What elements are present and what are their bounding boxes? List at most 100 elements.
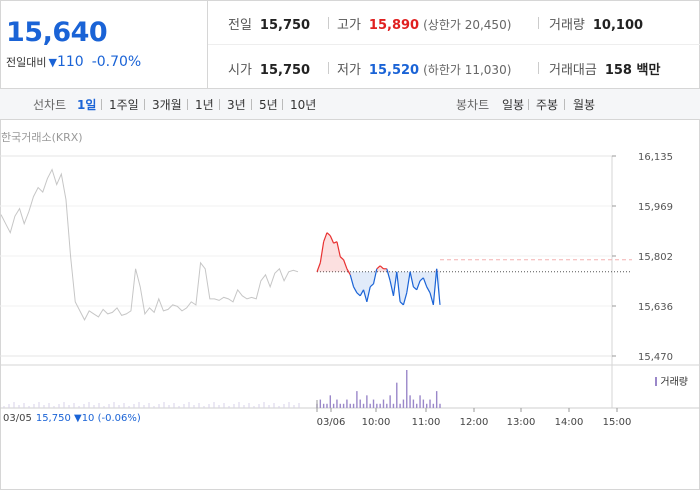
volume-legend-marker	[655, 377, 658, 386]
previous-day-series	[0, 168, 299, 322]
high-value: 15,890	[368, 18, 420, 33]
tab-1-week[interactable]: 1주일	[109, 98, 139, 112]
high-price: 고가 15,890 (상한가 20,450)	[337, 14, 511, 33]
y-tick-label: 15,802	[638, 252, 673, 263]
x-tick-label: 15:00	[603, 417, 632, 428]
open-label: 시가	[228, 63, 252, 78]
tab-5-years[interactable]: 5년	[259, 98, 278, 112]
y-tick-label: 15,969	[638, 202, 673, 213]
divider	[538, 62, 539, 74]
today-price-segment	[399, 301, 404, 306]
change-percent: -0.70%	[91, 54, 142, 70]
trade-volume: 거래량 10,100	[549, 14, 643, 33]
today-price-segment	[416, 280, 421, 291]
volume-label: 거래량	[549, 18, 585, 33]
today-price-segment	[323, 232, 328, 242]
today-price-segment	[406, 271, 411, 293]
x-tick-label: 10:00	[362, 417, 391, 428]
today-price-segment	[326, 232, 331, 237]
candle-chart-label: 봉차트	[456, 98, 490, 112]
today-price-segment	[362, 289, 368, 303]
x-tick-label: 13:00	[507, 417, 536, 428]
amount-value: 158 백만	[604, 63, 661, 78]
divider	[282, 99, 283, 110]
data-source: 한국거래소(KRX)	[1, 131, 83, 144]
chart-period-tabs: 선차트 1일 1주일 3개월 1년 3년 5년 10년 봉차트 일봉 주봉 월봉	[0, 89, 700, 120]
low-price: 저가 15,520 (하한가 11,030)	[337, 59, 511, 78]
tab-1-year[interactable]: 1년	[195, 98, 214, 112]
today-price-segment	[329, 235, 335, 244]
trade-amount: 거래대금 158 백만	[549, 59, 660, 78]
today-price-segment	[376, 265, 381, 270]
prev-close-value: 15,750	[259, 18, 311, 33]
today-price-segment	[372, 268, 378, 284]
down-area	[317, 271, 440, 305]
volume-bars	[3, 370, 441, 408]
current-price-panel: 15,640 전일대비 ▼110 -0.70%	[0, 0, 208, 88]
prev-day-info: 03/05 15,750 ▼10 (-0.06%)	[3, 413, 141, 424]
divider	[101, 99, 102, 110]
divider	[219, 99, 220, 110]
x-tick-label: 11:00	[412, 417, 441, 428]
today-price-segment	[349, 274, 355, 287]
down-triangle-icon: ▼	[48, 56, 57, 69]
divider	[144, 99, 145, 110]
today-price-segment	[346, 268, 351, 276]
high-label: 고가	[337, 18, 361, 33]
x-tick-label: 12:00	[460, 417, 489, 428]
amount-label: 거래대금	[549, 63, 597, 78]
today-price-segment	[379, 265, 384, 270]
today-series	[316, 232, 632, 306]
tab-3-years[interactable]: 3년	[227, 98, 246, 112]
today-price-segment	[436, 268, 441, 305]
up-area	[317, 232, 440, 272]
change-amount: 110	[56, 54, 84, 70]
upper-limit: (상한가 20,450)	[423, 18, 512, 32]
divider	[328, 62, 329, 74]
divider	[328, 17, 329, 29]
today-price-segment	[339, 256, 344, 261]
divider	[564, 99, 565, 110]
change-label: 전일대비	[6, 56, 47, 69]
today-price-segment	[366, 286, 371, 302]
today-price-segment	[316, 262, 321, 272]
prev-close-label: 전일	[228, 18, 252, 33]
today-price-segment	[319, 241, 325, 263]
low-label: 저가	[337, 63, 361, 78]
today-price-segment	[392, 271, 398, 296]
open-price: 시가 15,750	[228, 59, 310, 78]
tab-1-day[interactable]: 1일	[77, 98, 97, 112]
today-price-segment	[402, 292, 408, 306]
tab-weekly-candle[interactable]: 주봉	[536, 98, 559, 112]
prev-day-close-info: 15,750 ▼10 (-0.06%)	[35, 413, 141, 424]
today-price-segment	[359, 289, 365, 297]
tab-10-years[interactable]: 10년	[290, 98, 317, 112]
today-price-segment	[413, 286, 418, 291]
volume-legend-label: 거래량	[660, 377, 688, 388]
chart-grid	[0, 155, 700, 409]
lower-limit: (하한가 11,030)	[423, 63, 512, 77]
prev-day-date: 03/05	[3, 413, 32, 424]
divider	[208, 44, 700, 45]
tab-monthly-candle[interactable]: 월봉	[573, 98, 596, 112]
previous-day-price-line	[0, 168, 299, 322]
today-price-segment	[353, 286, 358, 294]
divider	[528, 99, 529, 110]
tab-daily-candle[interactable]: 일봉	[502, 98, 525, 112]
today-price-segment	[389, 280, 395, 296]
today-price-segment	[336, 241, 341, 257]
tab-3-months[interactable]: 3개월	[152, 98, 182, 112]
y-tick-label: 16,135	[638, 152, 673, 163]
price-change: 전일대비 ▼110 -0.70%	[6, 54, 141, 70]
today-price-segment	[432, 268, 438, 305]
low-value: 15,520	[368, 63, 420, 78]
today-price-segment	[422, 277, 428, 288]
today-price-segment	[409, 271, 414, 287]
today-price-segment	[369, 283, 374, 288]
volume-legend: 거래량	[655, 373, 688, 388]
quote-summary: 15,640 전일대비 ▼110 -0.70% 전일 15,750 시가 15,750 …	[0, 0, 700, 89]
prev-close: 전일 15,750	[228, 14, 310, 33]
today-price-segment	[419, 277, 424, 282]
open-value: 15,750	[259, 63, 311, 78]
